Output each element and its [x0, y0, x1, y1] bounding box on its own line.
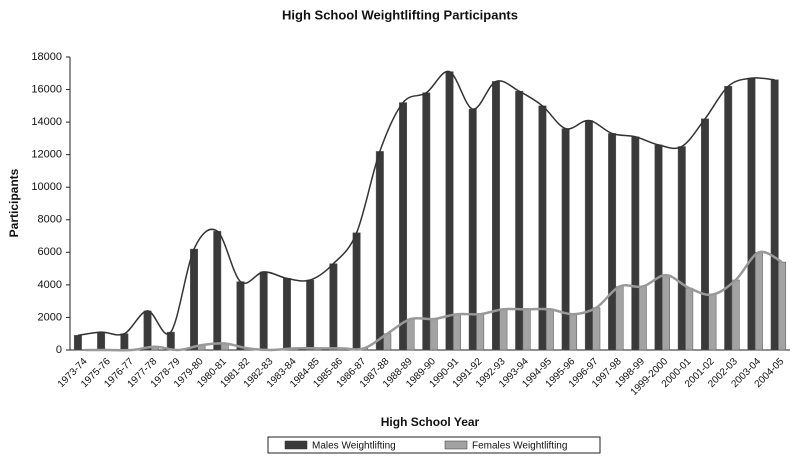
bar [329, 263, 338, 351]
chart-title: High School Weightlifting Participants [282, 7, 518, 22]
bar [731, 279, 740, 351]
bar [701, 118, 709, 351]
bar [685, 287, 694, 351]
bar [259, 271, 268, 351]
y-axis-title: Participants [7, 168, 21, 237]
bar [538, 105, 547, 351]
bar [143, 310, 152, 351]
bar [638, 286, 647, 351]
bar [778, 261, 787, 351]
y-tick-label: 14000 [31, 116, 62, 128]
bar [708, 294, 717, 351]
bar [120, 333, 129, 351]
bar [724, 86, 733, 351]
bar [747, 77, 756, 351]
bar [352, 232, 361, 351]
y-tick-label: 4000 [38, 279, 62, 291]
y-tick-label: 18000 [31, 51, 62, 63]
bar [592, 307, 601, 351]
y-tick-label: 10000 [31, 181, 62, 193]
trend-line [77, 70, 775, 337]
bar [452, 313, 461, 351]
bar [770, 79, 779, 351]
legend-box [267, 436, 601, 454]
bar [282, 278, 291, 351]
trend-line [85, 250, 783, 352]
bar [545, 309, 554, 351]
bar [445, 71, 454, 351]
x-axis-title: High School Year [381, 415, 480, 429]
bar [522, 309, 531, 351]
bar [499, 309, 508, 351]
y-tick-label: 2000 [38, 311, 62, 323]
legend-swatch [284, 440, 308, 450]
bar [654, 144, 663, 351]
bar [190, 248, 198, 351]
bar [754, 252, 763, 351]
y-tick-label: 16000 [31, 83, 62, 95]
bar [561, 128, 570, 351]
bar [406, 318, 415, 351]
bar [429, 318, 438, 351]
bar [97, 331, 106, 351]
bar [662, 274, 670, 351]
bar [422, 92, 431, 351]
bar [73, 335, 82, 351]
legend-swatch [444, 440, 468, 450]
legend-label: Males Weightlifting [312, 441, 396, 452]
bar [399, 102, 408, 351]
bar [677, 146, 686, 351]
bar [608, 133, 617, 351]
bar [631, 136, 640, 351]
bar [306, 279, 315, 351]
legend-label: Females Weightlifting [472, 441, 567, 452]
bar [375, 151, 384, 351]
bar [515, 90, 524, 351]
y-tick-label: 12000 [31, 149, 62, 161]
y-tick-label: 0 [56, 344, 62, 356]
bar [569, 313, 578, 351]
bar [584, 120, 593, 351]
bar [213, 230, 222, 351]
y-tick-label: 6000 [38, 246, 62, 258]
bar [476, 313, 485, 351]
bar [615, 286, 624, 351]
y-tick-label: 8000 [38, 214, 62, 226]
bar [236, 281, 245, 351]
